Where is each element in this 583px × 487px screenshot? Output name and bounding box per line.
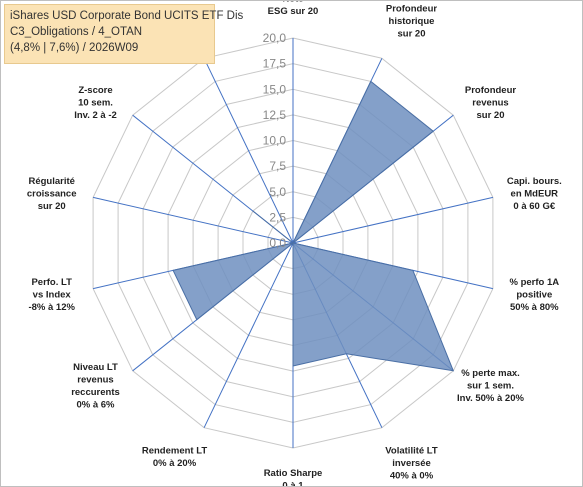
series-area bbox=[172, 80, 455, 372]
axis-label: Ratio Sharpe 0 à 1 bbox=[264, 468, 323, 486]
tick-label: 17,5 bbox=[263, 57, 287, 71]
axis-label: Niveau LT revenus reccurents 0% à 6% bbox=[71, 362, 120, 411]
axis-spoke bbox=[292, 196, 494, 244]
title-line-2: C3_Obligations / 4_OTAN bbox=[10, 26, 143, 38]
axis-label: Z-score 10 sem. Inv. 2 à -2 bbox=[74, 85, 117, 121]
axis-label: Régularité croissance sur 20 bbox=[27, 176, 77, 212]
axis-label: % perte max. sur 1 sem. Inv. 50% à 20% bbox=[457, 368, 524, 404]
axis-spoke bbox=[92, 196, 294, 244]
tick-label: 20,0 bbox=[263, 31, 287, 45]
axis-label: NoteESG sur 20 bbox=[268, 1, 319, 17]
title-line-1: iShares USD Corporate Bond UCITS ETF Dis bbox=[10, 10, 244, 22]
axis-label: Volatilité LT inversée 40% à 0% bbox=[385, 446, 438, 482]
tick-label: 5,0 bbox=[269, 185, 286, 199]
axis-label: Capi. bours. en MdEUR 0 à 60 G€ bbox=[507, 176, 562, 212]
tick-labels: 0,0 2,5 5,0 7,5 10,0 12,5 15,0 17,5 20,0 bbox=[263, 31, 287, 250]
axis-spoke bbox=[203, 58, 294, 244]
tick-label: 7,5 bbox=[269, 159, 286, 173]
tick-label: 15,0 bbox=[263, 82, 287, 96]
axis-spoke bbox=[203, 242, 294, 428]
title-line-3: (4,8% | 7,6%) / 2026W09 bbox=[10, 42, 139, 54]
chart-title-box: iShares USD Corporate Bond UCITS ETF Dis… bbox=[4, 4, 244, 64]
tick-label: 12,5 bbox=[263, 108, 287, 122]
tick-label: 2,5 bbox=[269, 210, 286, 224]
axis-label: Profondeur historique sur 20 bbox=[386, 4, 437, 40]
axis-label: Profondeur revenus sur 20 bbox=[465, 85, 516, 121]
axis-label: % perfo 1A positive 50% à 80% bbox=[509, 277, 559, 313]
tick-label: 0,0 bbox=[269, 236, 286, 250]
series-layer bbox=[172, 80, 455, 372]
axis-label: Rendement LT 0% à 20% bbox=[142, 446, 207, 470]
axis-label: Perfo. LT vs Index -8% à 12% bbox=[28, 277, 75, 313]
tick-label: 10,0 bbox=[263, 134, 287, 148]
